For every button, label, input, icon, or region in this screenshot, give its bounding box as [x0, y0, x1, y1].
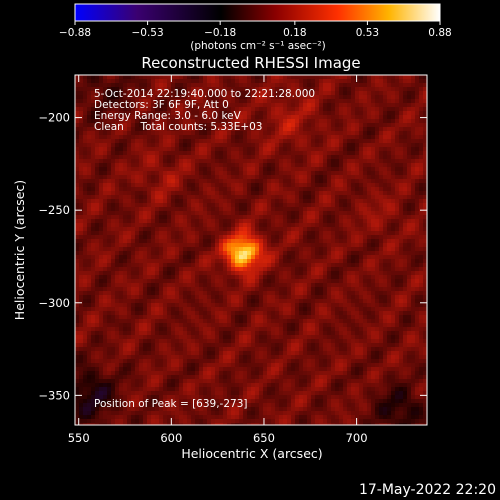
colorbar-tick-label: −0.88 [59, 27, 91, 39]
y-axis-label: Heliocentric Y (arcsec) [12, 180, 27, 320]
x-tick-label: 550 [68, 431, 90, 445]
plot-frame [74, 74, 428, 426]
footer-date: 17-May-2022 22:20 [359, 482, 496, 498]
colorbar-tick-label: 0.18 [283, 27, 306, 39]
x-tick-label: 600 [160, 431, 182, 445]
y-tick-label: −350 [38, 388, 70, 402]
colorbar-tick-label: −0.53 [131, 27, 163, 39]
colorbar-tick-label: −0.18 [204, 27, 236, 39]
x-tick-label: 650 [253, 431, 275, 445]
annotation-energy: Energy Range: 3.0 - 6.0 keV [94, 110, 242, 122]
annotation-peak: Position of Peak = [639,-273] [94, 398, 248, 410]
chart-title: Reconstructed RHESSI Image [141, 54, 360, 72]
colorbar-label: (photons cm⁻² s⁻¹ asec⁻²) [190, 40, 325, 52]
colorbar-tick-label: 0.53 [356, 27, 379, 39]
x-axis-label: Heliocentric X (arcsec) [181, 446, 322, 461]
colorbar-ticks: −0.88 −0.53 −0.18 0.18 0.53 0.88 [59, 21, 452, 39]
y-tick-label: −250 [38, 203, 70, 217]
annotation-clean: Clean Total counts: 5.33E+03 [94, 121, 263, 133]
colorbar [74, 3, 441, 22]
plot-image [75, 75, 427, 425]
axis-ticks: 550 600 650 700 −200 −250 −300 −350 [38, 75, 427, 445]
y-tick-label: −300 [38, 296, 70, 310]
annotation-time: 5-Oct-2014 22:19:40.000 to 22:21:28.000 [94, 88, 315, 100]
x-tick-label: 700 [346, 431, 368, 445]
y-tick-label: −200 [38, 111, 70, 125]
colorbar-tick-label: 0.88 [428, 27, 451, 39]
annotation-detectors: Detectors: 3F 6F 9F, Att 0 [94, 99, 229, 111]
